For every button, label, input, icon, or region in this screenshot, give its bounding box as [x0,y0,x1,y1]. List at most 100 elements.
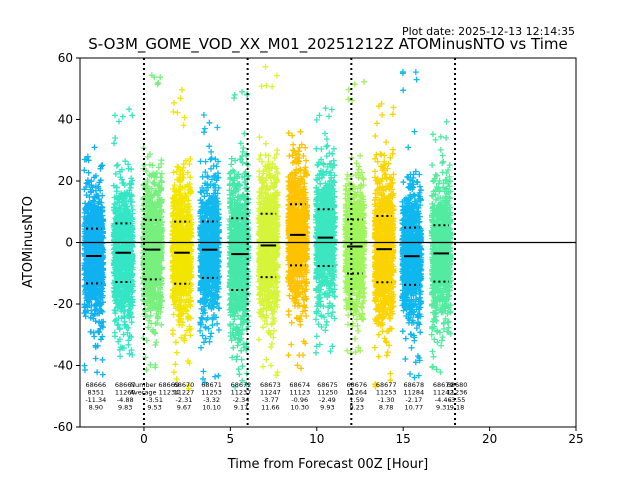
y-tick-label: -20 [53,297,73,311]
scatter-group [110,106,136,360]
group-stat-label: -0.96 [291,396,308,404]
group-stat-label: 9.31 [436,404,450,412]
group-stat-label: 68675 [317,381,338,389]
group-stat-label: 10.10 [202,404,221,412]
group-stat-label: 11237 [231,389,252,397]
y-tick-label: 0 [65,236,73,250]
group-stat-label: -2.31 [176,396,193,404]
group-stat-label: -3.32 [203,396,220,404]
group-stat-label: 68674 [289,381,310,389]
group-stat-label: 9.67 [177,404,191,412]
group-stat-label: 11250 [317,389,338,397]
group-stat-label: -3.55 [449,396,466,404]
group-stat-label: 11284 [403,389,424,397]
plot-date: Plot date: 2025-12-13 12:14:35 [402,25,575,38]
group-stat-label: 10.30 [290,404,309,412]
y-tick-label: 60 [58,51,73,65]
group-stat-label: 11247 [260,389,281,397]
axes: Time from Forecast 00Z [Hour] ATOMinusNT… [21,51,584,472]
group-stat-label: -1.30 [378,396,395,404]
x-tick-label: 10 [309,432,324,446]
group-stat-label: -3.51 [146,396,163,404]
group-stat-label: 11260 [115,389,136,397]
scatter-points [371,100,397,390]
y-axis-label: ATOMinusNTO [21,196,36,288]
y-tick-label: 40 [58,113,73,127]
scatter-points [285,128,311,372]
group-stat-label: -4.46 [435,396,452,404]
x-tick-label: 15 [396,432,411,446]
group-stat-label: 9.83 [118,404,132,412]
group-stat-label: 11242 [433,389,454,397]
group-stat-label: 68670 [174,381,195,389]
scatter-points [399,68,425,381]
group-stat-label: 11253 [376,389,397,397]
scatter-layer [81,63,454,392]
group-stat-label: 11123 [289,389,310,397]
group-stat-label: -2.49 [319,396,336,404]
group-stat-label: -2.34 [233,396,250,404]
group-stat-label: 68678 [403,381,424,389]
scatter-group [312,105,338,356]
group-stat-label: -11.34 [85,396,106,404]
chart-header: Plot date: 2025-12-13 12:14:35 S-O3M_GOM… [88,25,575,54]
group-stat-label: 68680 [447,381,468,389]
x-tick-label: 5 [227,432,235,446]
group-stat-label: 68677 [376,381,397,389]
scatter-group [197,112,223,386]
group-stat-label: 68673 [260,381,281,389]
group-stat-label: -2.17 [405,396,422,404]
scatter-points [255,63,281,379]
group-stat-label: 11236 [447,389,468,397]
scatter-points [169,86,195,392]
chart-title: S-O3M_GOME_VOD_XX_M01_20251212Z ATOMinus… [88,35,567,54]
group-stat-label: 68672 [231,381,252,389]
group-stat-label: 9.93 [320,404,334,412]
scatter-group [342,78,368,357]
scatter-points [226,88,252,390]
group-stat-label: 8.90 [89,404,103,412]
scatter-points [140,72,165,373]
group-stat-label: 68666 [85,381,106,389]
scatter-group [371,100,397,390]
group-stat-label: 9.17 [234,404,248,412]
x-axis-label: Time from Forecast 00Z [Hour] [227,457,429,472]
y-tick-label: -60 [53,420,73,434]
group-stat-label: 9.18 [450,404,464,412]
scatter-points [342,78,368,357]
group-stat-label: 11227 [174,389,195,397]
scatter-points [197,112,223,386]
group-stat-label: 11253 [201,389,222,397]
group-stat-label: 11264 [346,389,367,397]
group-stat-label: Average 11234 [130,389,179,397]
scatter-group [226,88,252,390]
scatter-group [81,144,107,378]
group-stat-label: 68671 [201,381,222,389]
scatter-group [255,63,281,379]
group-stat-label: 11.66 [261,404,280,412]
group-stat-label: 8.78 [379,404,393,412]
scatter-group [169,86,195,392]
scatter-group [399,68,425,381]
y-tick-label: -40 [53,359,73,373]
x-tick-label: 25 [568,432,583,446]
group-stat-label: 68676 [346,381,367,389]
group-stat-label: 10.77 [405,404,424,412]
group-stat-label: 1.59 [350,396,364,404]
group-stat-label: 9.23 [350,404,364,412]
group-stat-label: -4.88 [117,396,134,404]
x-tick-label: 20 [482,432,497,446]
group-stat-label: 9.53 [147,404,161,412]
group-stat-label: Number 68669 [130,381,179,389]
scatter-points [312,105,338,356]
y-tick-label: 20 [58,174,73,188]
x-tick-label: 0 [140,432,148,446]
group-stat-label: 8351 [88,389,105,397]
scatter-points [81,144,107,378]
scatter-points [428,118,454,376]
group-stat-label: 68667 [115,381,136,389]
scatter-group [140,72,165,373]
scatter-points [110,106,136,360]
